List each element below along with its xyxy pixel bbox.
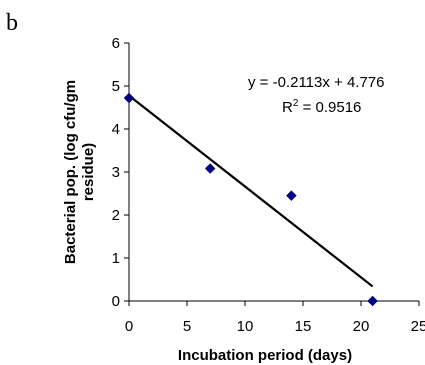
x-ticks: 0 5 10 15 20 25 (125, 301, 425, 335)
x-tick-label: 0 (125, 318, 133, 335)
y-tick-label: 1 (112, 250, 120, 267)
r-squared-superscript: 2 (293, 98, 299, 109)
trendline (128, 94, 374, 288)
y-tick-label: 3 (112, 164, 120, 181)
y-tick-label: 5 (112, 78, 120, 95)
y-tick-label: 6 (112, 35, 120, 52)
x-tick-label: 5 (183, 318, 191, 335)
y-axis-title: Bacterial pop. (log cfu/gm residue) (62, 80, 97, 264)
x-tick-label: 15 (295, 318, 312, 335)
data-point (286, 190, 297, 202)
data-point (204, 163, 216, 174)
y-ticks: 0 1 2 3 4 5 6 (112, 35, 129, 310)
x-axis-title: Incubation period (days) (178, 347, 352, 364)
y-tick-label: 0 (112, 293, 120, 310)
r-squared-prefix: R (282, 99, 293, 116)
trendline-group (128, 94, 374, 288)
data-point (367, 295, 378, 307)
data-points (123, 92, 378, 307)
data-point (123, 92, 135, 104)
r-squared-value: = 0.9516 (298, 99, 361, 116)
r-squared-label: R2 = 0.9516 (282, 98, 361, 116)
panel-letter: b (6, 10, 18, 36)
regression-equation: y = -0.2113x + 4.776 (248, 74, 385, 91)
x-tick-label: 25 (411, 318, 425, 335)
y-axis-title-line-1: Bacterial pop. (log cfu/gm (62, 80, 79, 264)
y-axis-title-line-2: residue) (80, 143, 97, 201)
y-tick-label: 4 (112, 121, 120, 138)
x-tick-label: 10 (237, 318, 254, 335)
x-tick-label: 20 (353, 318, 370, 335)
y-tick-label: 2 (112, 207, 120, 224)
